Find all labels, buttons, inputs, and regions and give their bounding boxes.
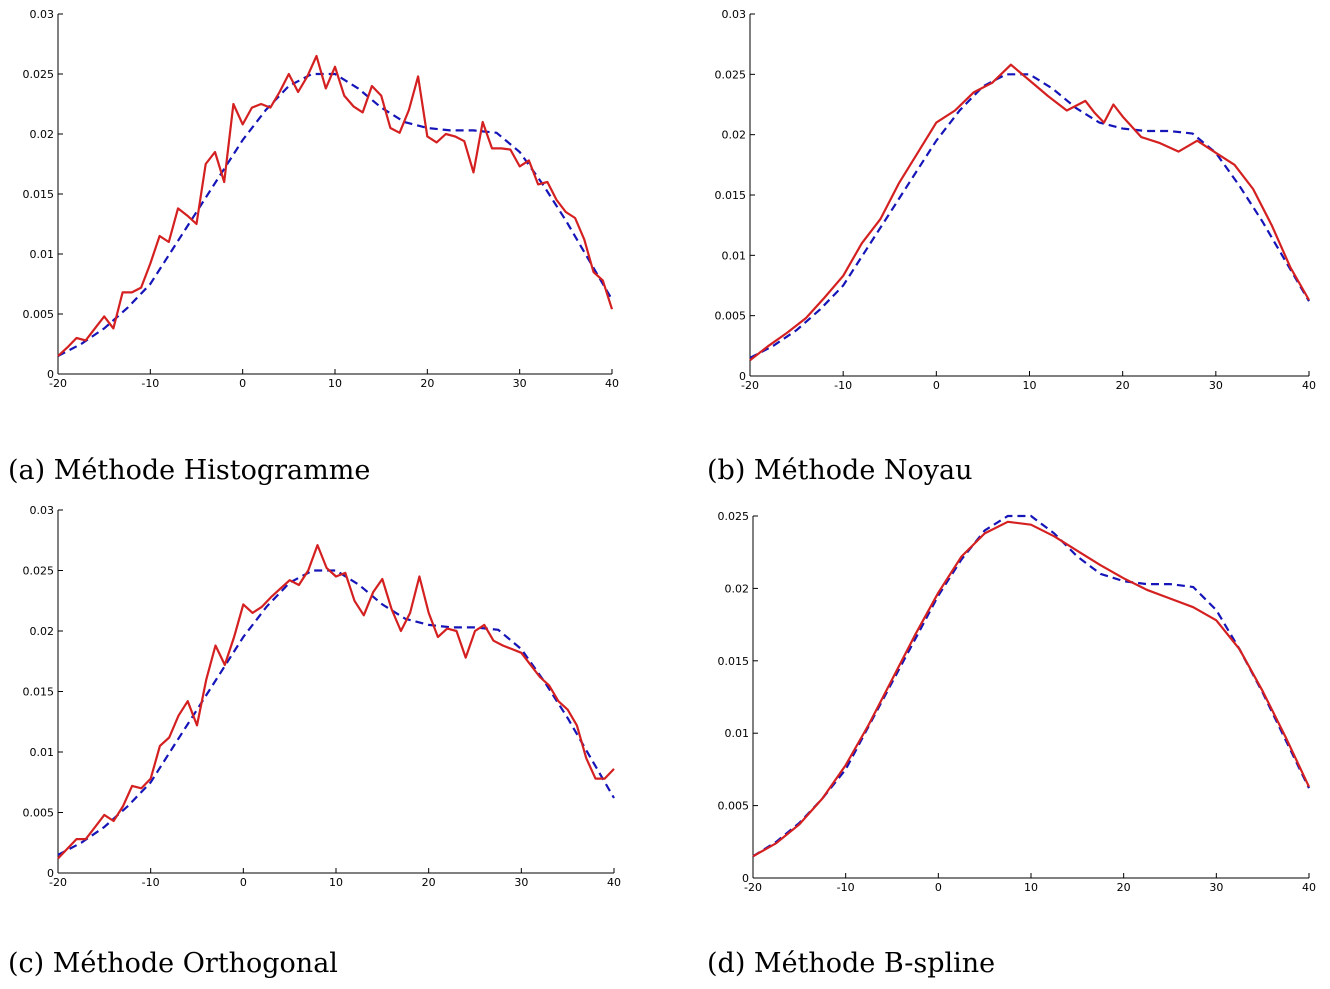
y-tick-label-a: 0.02 (30, 128, 55, 141)
x-tick-label-a: 30 (513, 377, 527, 390)
y-tick-label-b: 0.03 (722, 8, 747, 21)
estimate-line-d (752, 520, 1310, 858)
x-tick-label-c: 10 (329, 876, 343, 889)
y-tick-label-c: 0.005 (23, 807, 55, 820)
x-tick-label-a: 10 (328, 377, 342, 390)
x-tick-label-c: -20 (49, 876, 67, 889)
y-tick-label-a: 0.01 (30, 248, 55, 261)
y-tick-label-b: 0.005 (715, 310, 747, 323)
y-tick-label-b: 0.01 (722, 249, 747, 262)
chart-panel-a: 0 0.005 0.01 0.015 0.02 0.025 0.03 -20 -10 0 10 20 3… (0, 0, 665, 500)
chart-c-svg: 0 0.005 0.01 0.015 0.02 0.025 0.03 -20 -10 0 10 20 3… (23, 504, 622, 889)
y-tick-label-a: 0.005 (23, 308, 55, 321)
x-tick-label-c: 40 (607, 876, 621, 889)
true-density-line-b (749, 73, 1310, 359)
chart-a-svg: 0 0.005 0.01 0.015 0.02 0.025 0.03 -20 -10 0 10 20 3… (23, 8, 620, 390)
x-tick-label-d: -10 (837, 881, 855, 894)
x-tick-label-b: 10 (1023, 379, 1037, 392)
estimate-line-b (749, 63, 1310, 362)
x-tick-label-d: 40 (1302, 881, 1316, 894)
x-tick-label-a: -10 (141, 377, 159, 390)
caption-a: (a) Méthode Histogramme (8, 455, 371, 486)
chart-d-svg: 0 0.005 0.01 0.015 0.02 0.025 -20 -10 0 10 20 30 40 (718, 510, 1317, 894)
y-tick-label-b: 0.015 (715, 189, 747, 202)
x-tick-label-d: 30 (1209, 881, 1223, 894)
x-tick-label-d: 0 (935, 881, 942, 894)
y-tick-label-a: 0.03 (30, 8, 55, 21)
y-tick-label-b: 0.025 (715, 68, 747, 81)
y-tick-label-b: 0 (739, 370, 746, 383)
true-density-line-d (752, 514, 1310, 858)
x-tick-label-c: 30 (514, 876, 528, 889)
caption-c: (c) Méthode Orthogonal (8, 948, 338, 979)
y-tick-label-c: 0 (47, 867, 54, 880)
x-tick-label-c: 0 (240, 876, 247, 889)
y-tick-label-d: 0.015 (718, 655, 750, 668)
y-tick-label-c: 0.015 (23, 686, 55, 699)
y-tick-label-c: 0.03 (30, 504, 55, 517)
x-tick-label-d: 20 (1117, 881, 1131, 894)
x-tick-label-d: -20 (744, 881, 762, 894)
caption-d: (d) Méthode B-spline (707, 948, 996, 979)
y-tick-label-c: 0.02 (30, 625, 55, 638)
chart-panel-d: 0 0.005 0.01 0.015 0.02 0.025 -20 -10 0 10 20 30 40 … (665, 500, 1330, 989)
true-density-line-a (57, 72, 613, 357)
x-tick-label-c: -10 (142, 876, 160, 889)
x-tick-label-b: 0 (933, 379, 940, 392)
x-tick-label-b: 40 (1302, 379, 1316, 392)
x-tick-label-a: 0 (239, 377, 246, 390)
estimate-line-a (57, 54, 614, 357)
y-tick-label-c: 0.025 (23, 565, 55, 578)
y-tick-label-d: 0.01 (725, 727, 750, 740)
y-tick-label-b: 0.02 (722, 129, 747, 142)
x-tick-label-b: -10 (834, 379, 852, 392)
y-tick-label-d: 0 (742, 872, 749, 885)
y-tick-label-c: 0.01 (30, 746, 55, 759)
true-density-line-c (57, 569, 615, 856)
y-tick-label-a: 0 (47, 368, 54, 381)
chart-panel-c: 0 0.005 0.01 0.015 0.02 0.025 0.03 -20 -10 0 10 20 3… (0, 500, 665, 989)
x-tick-label-b: -20 (741, 379, 759, 392)
x-tick-label-c: 20 (422, 876, 436, 889)
y-tick-label-d: 0.005 (718, 800, 750, 813)
x-tick-label-d: 10 (1024, 881, 1038, 894)
y-tick-label-a: 0.015 (23, 188, 55, 201)
caption-b: (b) Méthode Noyau (707, 455, 973, 486)
chart-b-svg: 0 0.005 0.01 0.015 0.02 0.025 0.03 -20 -10 0 10 20 3… (715, 8, 1317, 392)
x-tick-label-a: 20 (420, 377, 434, 390)
x-tick-label-a: 40 (605, 377, 619, 390)
estimate-line-c (57, 543, 615, 860)
x-tick-label-b: 20 (1116, 379, 1130, 392)
y-tick-label-d: 0.025 (718, 510, 750, 523)
y-tick-label-a: 0.025 (23, 68, 55, 81)
x-tick-label-a: -20 (49, 377, 67, 390)
x-tick-label-b: 30 (1209, 379, 1223, 392)
y-tick-label-d: 0.02 (725, 582, 750, 595)
chart-panel-b: 0 0.005 0.01 0.015 0.02 0.025 0.03 -20 -10 0 10 20 3… (665, 0, 1330, 500)
